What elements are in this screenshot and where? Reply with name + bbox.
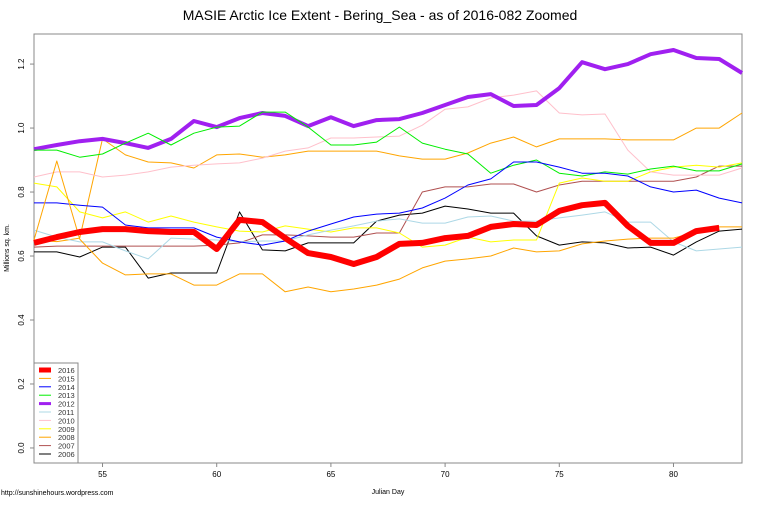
legend-label: 2010 bbox=[58, 416, 75, 425]
y-tick-label: 1.2 bbox=[17, 58, 26, 70]
series-lines bbox=[33, 48, 744, 293]
series-line-2016 bbox=[33, 199, 720, 267]
legend-label: 2013 bbox=[58, 391, 75, 400]
legend: 2016201520142013201220112010200920082007… bbox=[33, 362, 79, 464]
series-line-2014 bbox=[34, 161, 743, 246]
x-axis-label: Julian Day bbox=[372, 489, 405, 496]
legend-label: 2014 bbox=[58, 383, 75, 392]
x-tick-label: 60 bbox=[212, 470, 221, 479]
plot-frame bbox=[33, 33, 743, 464]
series-line-2006 bbox=[34, 205, 743, 279]
y-tick-label: 0.4 bbox=[17, 314, 26, 326]
x-tick-label: 75 bbox=[555, 470, 564, 479]
y-tick-label: 1.0 bbox=[17, 122, 26, 134]
y-tick-label: 0.2 bbox=[17, 378, 26, 390]
y-tick-label: 0.6 bbox=[17, 250, 26, 262]
legend-label: 2006 bbox=[58, 450, 75, 459]
legend-box bbox=[33, 362, 79, 464]
x-tick-label: 70 bbox=[441, 470, 450, 479]
x-tick-label: 65 bbox=[326, 470, 335, 479]
series-line-2015 bbox=[33, 160, 742, 293]
source-url: http://sunshinehours.wordpress.com bbox=[1, 490, 114, 497]
series-line-2008 bbox=[33, 112, 743, 243]
x-tick-label: 55 bbox=[98, 470, 107, 479]
legend-label: 2011 bbox=[58, 408, 74, 417]
series-line-2013 bbox=[34, 111, 743, 177]
series-line-2010 bbox=[33, 90, 743, 178]
legend-label: 2015 bbox=[58, 374, 75, 383]
series-line-2009 bbox=[33, 162, 743, 248]
legend-label: 2012 bbox=[58, 400, 75, 409]
legend-label: 2008 bbox=[58, 433, 75, 442]
x-tick-label: 80 bbox=[669, 470, 678, 479]
legend-label: 2016 bbox=[58, 366, 75, 375]
y-tick-label: 0.8 bbox=[17, 186, 26, 198]
legend-label: 2007 bbox=[58, 442, 75, 451]
chart-title: MASIE Arctic Ice Extent - Bering_Sea - a… bbox=[183, 7, 578, 23]
legend-label: 2009 bbox=[58, 425, 75, 434]
y-axis-label: Millions sq. km. bbox=[4, 224, 11, 272]
series-line-2012 bbox=[33, 48, 744, 152]
y-axis: 0.0 0.2 0.4 0.6 0.8 1.0 1.2 bbox=[17, 58, 34, 454]
y-tick-label: 0.0 bbox=[17, 442, 26, 454]
x-axis: 55 60 65 70 75 80 bbox=[98, 463, 678, 479]
